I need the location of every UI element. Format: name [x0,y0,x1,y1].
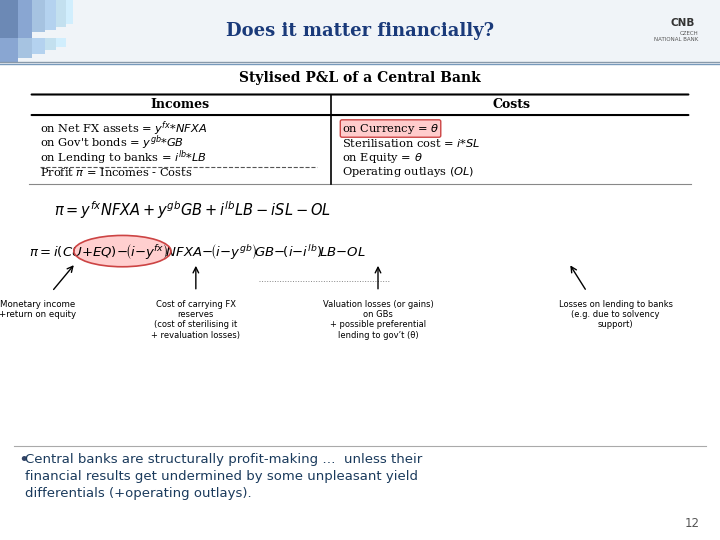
Text: Sterilisation cost = $i$*$SL$: Sterilisation cost = $i$*$SL$ [342,137,480,149]
Text: CZECH
NATIONAL BANK: CZECH NATIONAL BANK [654,31,698,42]
Bar [56,0,66,27]
Text: Losses on lending to banks
(e.g. due to solvency
support): Losses on lending to banks (e.g. due to … [559,300,672,329]
Bar [45,38,56,50]
Text: Valuation losses (or gains)
on GBs
+ possible preferential
lending to gov’t (θ): Valuation losses (or gains) on GBs + pos… [323,300,433,340]
Text: Profit $\pi$ = Incomes - Costs: Profit $\pi$ = Incomes - Costs [40,166,192,178]
Bar [0,0,18,38]
Text: Cost of carrying FX
reserves
(cost of sterilising it
+ revaluation losses): Cost of carrying FX reserves (cost of st… [151,300,240,340]
Bar [66,0,73,24]
Text: on Equity = $\theta$: on Equity = $\theta$ [342,151,423,165]
Text: on Currency = $\theta$: on Currency = $\theta$ [342,122,439,136]
Text: on Net FX assets = $y^{fx}$*$NFXA$: on Net FX assets = $y^{fx}$*$NFXA$ [40,119,207,138]
Text: $\pi = y^{fx}NFXA + y^{gb}GB + i^{lb}LB - iSL - OL$: $\pi = y^{fx}NFXA + y^{gb}GB + i^{lb}LB … [54,200,331,221]
Text: 12: 12 [685,517,700,530]
Text: Operating outlays $(OL)$: Operating outlays $(OL)$ [342,165,474,179]
Text: •: • [18,451,29,469]
Bar [45,0,56,30]
Bar [32,0,45,32]
Text: Stylised P&L of a Central Bank: Stylised P&L of a Central Bank [239,71,481,85]
Text: Central banks are structurally profit-making …  unless their: Central banks are structurally profit-ma… [25,453,423,465]
Bar [0,0,720,62]
Text: Incomes: Incomes [150,98,210,111]
Bar [0,38,18,62]
Bar [56,38,66,47]
Bar [32,38,45,54]
Text: financial results get undermined by some unpleasant yield: financial results get undermined by some… [25,470,418,483]
Text: Costs: Costs [492,98,530,111]
Text: CNB: CNB [670,18,695,28]
Bar [18,38,32,58]
Text: differentials (+operating outlays).: differentials (+operating outlays). [25,487,252,500]
Text: Monetary income
+return on equity: Monetary income +return on equity [0,300,76,319]
Text: on Lending to banks = $i^{lb}$*$LB$: on Lending to banks = $i^{lb}$*$LB$ [40,148,207,167]
Ellipse shape [74,235,171,267]
Bar [18,0,32,38]
Text: $\pi{=}i(CU{+}EQ){-}\!\left(i{-}y^{fx}\right)\!NFXA{-}\!\left(i{-}y^{gb}\right)\: $\pi{=}i(CU{+}EQ){-}\!\left(i{-}y^{fx}\r… [29,241,366,261]
Text: on Gov't bonds = $y^{gb}$*$GB$: on Gov't bonds = $y^{gb}$*$GB$ [40,134,184,152]
Text: Does it matter financially?: Does it matter financially? [226,22,494,40]
